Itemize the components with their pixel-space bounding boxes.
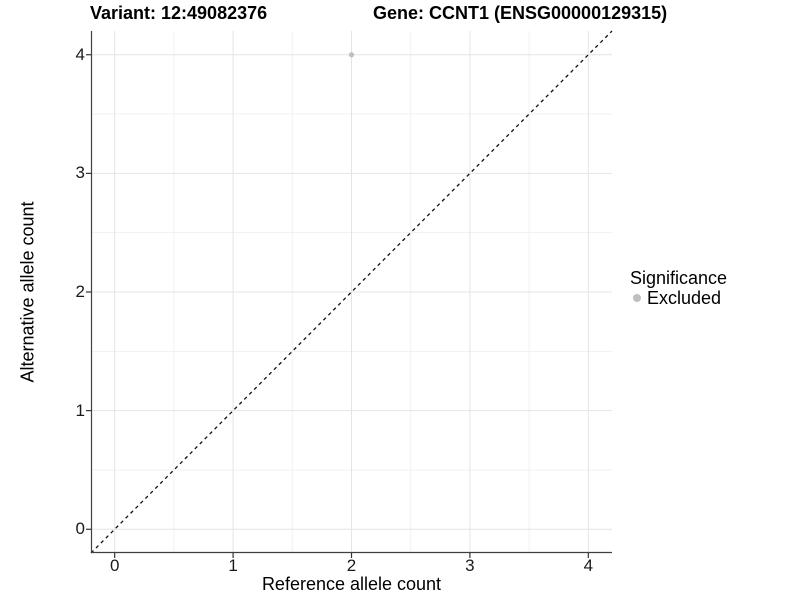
data-point xyxy=(348,52,355,58)
y-tick-label: 4 xyxy=(75,44,85,64)
y-tick-label: 2 xyxy=(75,282,85,301)
y-tick-label: 0 xyxy=(75,519,85,539)
x-tick-label: 1 xyxy=(228,556,238,575)
variant-title: Variant: 12:49082376 xyxy=(90,3,268,23)
legend-point-icon xyxy=(633,294,641,302)
legend-item-label: Excluded xyxy=(647,288,722,308)
x-tick-label: 0 xyxy=(109,556,120,575)
gene-title: Gene: CCNT1 (ENSG00000129315) xyxy=(373,3,668,23)
y-axis-title: Alternative allele count xyxy=(17,201,38,383)
x-tick-label: 3 xyxy=(465,556,475,575)
y-tick-label: 1 xyxy=(75,400,85,420)
x-tick-label: 2 xyxy=(346,556,357,575)
plot-panel xyxy=(86,30,613,558)
x-axis-title: Reference allele count xyxy=(261,574,442,594)
legend: Significance Excluded xyxy=(630,268,727,308)
legend-title: Significance xyxy=(630,268,728,288)
y-tick-label: 3 xyxy=(75,163,85,183)
legend-item-excluded: Excluded xyxy=(630,288,727,308)
x-tick-label: 4 xyxy=(583,556,594,575)
